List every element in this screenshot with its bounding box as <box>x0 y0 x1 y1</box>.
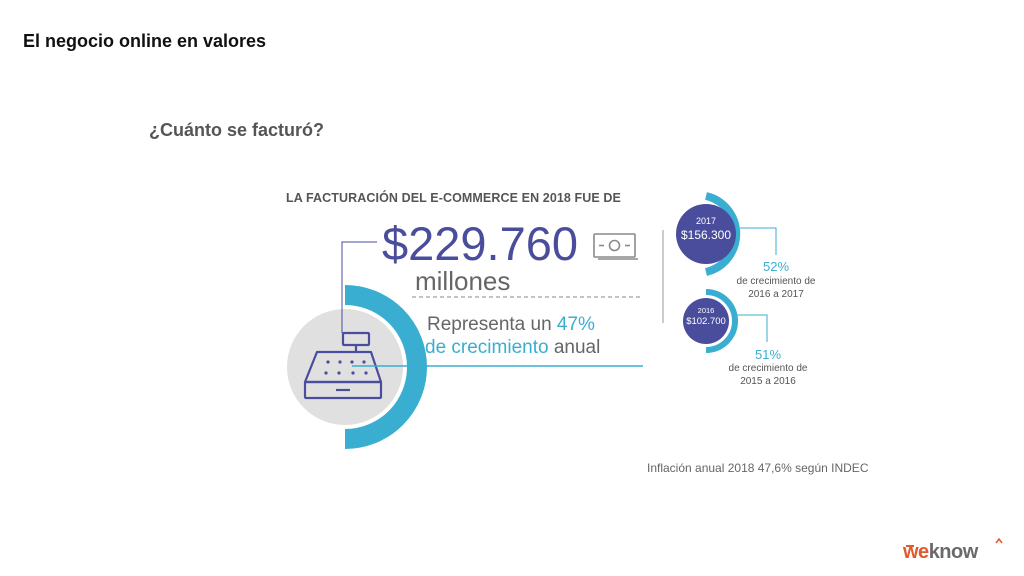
large-arc <box>344 285 427 449</box>
cash-register-icon <box>303 331 383 400</box>
growth-suffix: anual <box>548 337 601 358</box>
connector-2016 <box>733 314 768 342</box>
slide-title: El negocio online en valores <box>23 31 267 51</box>
amount-connector <box>341 241 377 333</box>
growth-desc-line-2: 2015 a 2016 <box>740 376 796 387</box>
register-keys <box>324 360 368 375</box>
question-heading: ¿Cuánto se facturó? <box>149 120 325 140</box>
year-circle-2017: 2017 $156.300 <box>676 204 736 264</box>
connector-2017 <box>740 227 777 255</box>
weknow-logo: weknow <box>903 541 978 564</box>
growth-line-2: de crecimiento anual <box>425 337 600 359</box>
growth-prefix: Representa un <box>427 314 557 335</box>
banknote-icon <box>593 233 638 260</box>
year-circle-2016: 2016 $102.700 <box>683 298 729 344</box>
growth-line-1: Representa un 47% <box>427 314 595 336</box>
growth-pct-2016: 51% <box>754 347 782 362</box>
arc-2016 <box>705 289 738 353</box>
growth-desc-line-1: de crecimiento de <box>736 276 816 287</box>
year-value: $156.300 <box>680 228 732 242</box>
growth-desc-2017: de crecimiento de 2016 a 2017 <box>720 275 832 301</box>
growth-desc-line-2: 2016 a 2017 <box>748 289 804 300</box>
headline: LA FACTURACIÓN DEL E-COMMERCE EN 2018 FU… <box>286 191 621 205</box>
arc-2017 <box>704 192 741 276</box>
register-circle <box>287 309 403 425</box>
year-label: 2017 <box>695 216 717 226</box>
inflation-note: Inflación anual 2018 47,6% según INDEC <box>647 461 869 475</box>
amount-unit: millones <box>415 266 511 296</box>
logo-part-know: know <box>928 541 979 563</box>
year-value: $102.700 <box>686 316 726 327</box>
growth-pct-2017: 52% <box>762 259 790 274</box>
total-amount: $229.760 <box>382 217 579 270</box>
growth-desc-2016: de crecimiento de 2015 a 2016 <box>712 362 824 388</box>
logo-caret <box>995 537 1003 544</box>
growth-desc-line-1: de crecimiento de <box>728 363 808 374</box>
logo-part-we: we <box>903 541 929 563</box>
year-label: 2016 <box>697 306 715 315</box>
growth-percent: 47% <box>556 314 595 335</box>
growth-accent-text: de crecimiento <box>425 337 549 358</box>
